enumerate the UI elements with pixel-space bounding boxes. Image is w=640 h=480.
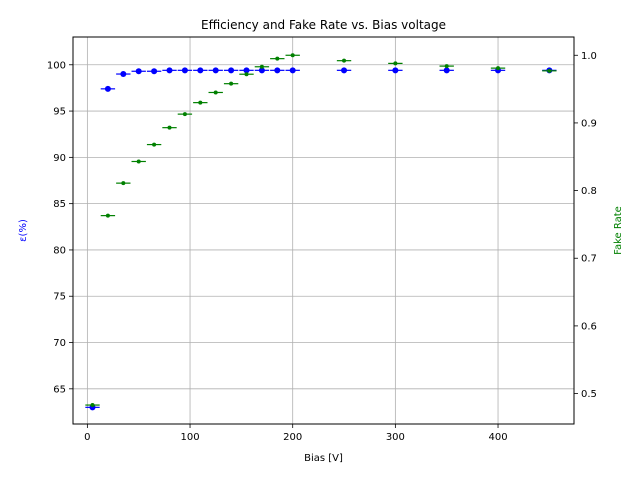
x-tick-label: 200 bbox=[283, 432, 302, 443]
x-tick-label: 400 bbox=[488, 432, 507, 443]
data-point bbox=[228, 67, 235, 74]
data-point bbox=[105, 213, 110, 218]
data-point bbox=[342, 58, 347, 63]
y-left-tick-label: 70 bbox=[53, 338, 66, 349]
data-layer bbox=[85, 53, 557, 411]
x-axis-label: Bias [V] bbox=[304, 453, 343, 464]
data-point bbox=[289, 67, 296, 74]
y-axis-right-label: Fake Rate bbox=[613, 206, 624, 255]
y-right-tick-label: 0.6 bbox=[581, 321, 597, 332]
y-right-tick-label: 0.5 bbox=[581, 389, 597, 400]
data-point bbox=[213, 90, 218, 95]
y-left-tick-label: 90 bbox=[53, 153, 66, 164]
data-point bbox=[166, 67, 173, 74]
data-point bbox=[243, 67, 250, 74]
x-tick-label: 100 bbox=[180, 432, 199, 443]
data-point bbox=[104, 85, 111, 92]
plot-frame bbox=[72, 36, 575, 425]
data-point bbox=[151, 68, 158, 75]
data-point bbox=[212, 67, 219, 74]
data-point bbox=[121, 181, 126, 186]
data-point bbox=[443, 67, 450, 74]
y-right-tick-label: 0.7 bbox=[581, 254, 597, 265]
y-left-tick-label: 65 bbox=[53, 384, 66, 395]
data-point bbox=[275, 56, 280, 61]
data-point bbox=[244, 72, 249, 77]
data-point bbox=[341, 67, 348, 74]
y-left-tick-label: 80 bbox=[53, 245, 66, 256]
data-point bbox=[547, 68, 552, 73]
data-point bbox=[259, 64, 264, 69]
y-left-tick-label: 75 bbox=[53, 292, 66, 303]
y-right-tick-label: 0.8 bbox=[581, 186, 597, 197]
fake-rate-series bbox=[85, 53, 557, 408]
x-tick-label: 300 bbox=[386, 432, 405, 443]
y-axis-left-label: ε(%) bbox=[18, 219, 29, 242]
axes: 0 100 200 300 400 65 70 75 80 85 90 95 100 0.5 0.6 0.7 0… bbox=[47, 51, 597, 443]
data-point bbox=[90, 403, 95, 408]
data-point bbox=[135, 68, 142, 75]
x-tick-label: 0 bbox=[84, 432, 90, 443]
data-point bbox=[392, 67, 399, 74]
data-point bbox=[229, 81, 234, 86]
data-point bbox=[152, 142, 157, 147]
y-right-tick-label: 0.9 bbox=[581, 118, 597, 129]
y-right-tick-label: 1.0 bbox=[581, 51, 597, 62]
y-left-tick-label: 95 bbox=[53, 107, 66, 118]
data-point bbox=[197, 67, 204, 74]
data-point bbox=[444, 64, 449, 69]
chart-title: Efficiency and Fake Rate vs. Bias voltag… bbox=[201, 18, 446, 32]
grid bbox=[73, 37, 574, 424]
data-point bbox=[496, 66, 501, 71]
data-point bbox=[258, 67, 265, 74]
data-point bbox=[198, 100, 203, 105]
data-point bbox=[120, 71, 127, 78]
data-point bbox=[167, 125, 172, 130]
data-point bbox=[181, 67, 188, 74]
data-point bbox=[393, 61, 398, 66]
y-left-tick-label: 85 bbox=[53, 199, 66, 210]
data-point bbox=[182, 112, 187, 117]
y-left-tick-label: 100 bbox=[47, 60, 66, 71]
data-point bbox=[274, 67, 281, 74]
data-point bbox=[136, 159, 141, 164]
data-point bbox=[290, 53, 295, 58]
